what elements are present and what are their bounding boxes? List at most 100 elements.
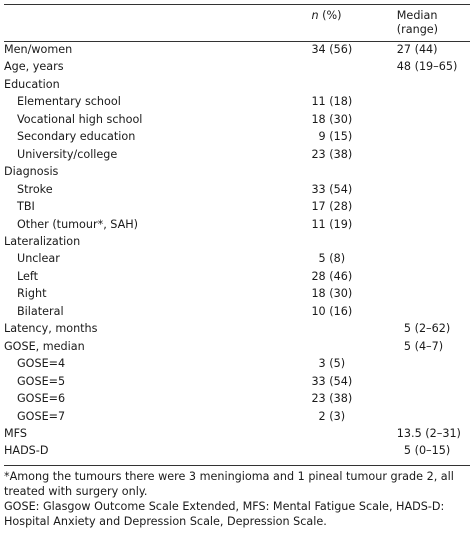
row-label: Stroke xyxy=(17,182,53,196)
table-row: MFS 13.5 (2–31) xyxy=(4,425,470,442)
row-n-percent: 23 (38) xyxy=(311,147,353,161)
row-n-percent: 28 (46) xyxy=(311,269,353,283)
row-n-percent xyxy=(308,76,393,93)
row-n-percent: 3 (5) xyxy=(311,357,346,371)
table-row: Other (tumour*, SAH) 11 (19) xyxy=(4,216,470,233)
row-label: Lateralization xyxy=(4,234,81,248)
table-row: GOSE, median 5 (4–7) xyxy=(4,338,470,355)
row-n-percent: 34 (56) xyxy=(311,43,353,56)
table-row: Education xyxy=(4,76,470,93)
top-rule xyxy=(4,4,470,5)
row-median-range xyxy=(394,268,470,285)
row-median-range xyxy=(394,390,470,407)
row-label: TBI xyxy=(17,200,35,214)
row-label: Education xyxy=(4,77,60,91)
row-n-percent xyxy=(308,338,393,355)
row-label: University/college xyxy=(17,147,118,161)
row-n-percent: 18 (30) xyxy=(311,287,353,301)
header-percent: (%) xyxy=(318,9,342,22)
table-row: Stroke 33 (54) xyxy=(4,181,470,198)
table-row: Right 18 (30) xyxy=(4,285,470,302)
row-median-range xyxy=(394,93,470,110)
row-median-range: 27 (44) xyxy=(396,43,438,56)
table-row: Left 28 (46) xyxy=(4,268,470,285)
table-row: Lateralization xyxy=(4,233,470,250)
row-n-percent xyxy=(308,425,393,442)
row-median-range: 13.5 (2–31) xyxy=(396,426,461,440)
header-median: Median xyxy=(396,9,438,22)
row-median-range xyxy=(394,373,470,390)
row-n-percent: 33 (54) xyxy=(311,374,353,388)
row-label: Diagnosis xyxy=(4,165,59,179)
row-label: HADS-D xyxy=(4,444,49,458)
row-label: Men/women xyxy=(4,43,73,56)
row-n-percent: 18 (30) xyxy=(311,112,353,126)
header-n-percent: n (%) xyxy=(308,4,393,41)
row-n-percent xyxy=(308,233,393,250)
row-label: Vocational high school xyxy=(17,112,143,126)
characteristics-table: n (%) Median (range) Men/women 34 (56) 27 (… xyxy=(4,4,470,460)
row-n-percent: 33 (54) xyxy=(311,182,353,196)
table-row: TBI 17 (28) xyxy=(4,198,470,215)
table-row: GOSE=5 33 (54) xyxy=(4,373,470,390)
row-median-range xyxy=(394,285,470,302)
row-n-percent: 11 (19) xyxy=(311,217,353,231)
row-median-range xyxy=(394,233,470,250)
row-median-range xyxy=(394,128,470,145)
table-header-row: n (%) Median (range) xyxy=(4,4,470,41)
row-label: Left xyxy=(17,269,39,283)
row-n-percent xyxy=(308,58,393,75)
table-footnotes: *Among the tumours there were 3 meningio… xyxy=(4,469,472,529)
footnote-tumours: *Among the tumours there were 3 meningio… xyxy=(4,470,454,498)
row-label: GOSE, median xyxy=(4,339,85,353)
row-n-percent xyxy=(308,320,393,337)
row-median-range xyxy=(394,163,470,180)
row-n-percent xyxy=(308,163,393,180)
header-n-italic: n xyxy=(311,9,319,22)
row-median-range: 5 (0–15) xyxy=(396,444,451,458)
row-median-range xyxy=(394,303,470,320)
table-row: HADS-D 5 (0–15) xyxy=(4,442,470,459)
row-median-range xyxy=(394,408,470,425)
row-n-percent: 9 (15) xyxy=(311,130,353,144)
row-label: Age, years xyxy=(4,60,64,74)
row-median-range: 48 (19–65) xyxy=(396,60,458,74)
row-label: GOSE=4 xyxy=(17,357,66,371)
table-row: GOSE=6 23 (38) xyxy=(4,390,470,407)
row-n-percent: 23 (38) xyxy=(311,392,353,406)
row-label: Secondary education xyxy=(17,130,136,144)
row-label: GOSE=7 xyxy=(17,409,66,423)
row-label: Bilateral xyxy=(17,304,64,318)
row-median-range: 5 (4–7) xyxy=(396,339,444,353)
row-label: Elementary school xyxy=(17,95,121,109)
table-row: Latency, months 5 (2–62) xyxy=(4,320,470,337)
footnote-abbreviations: GOSE: Glasgow Outcome Scale Extended, MF… xyxy=(4,500,445,528)
row-label: GOSE=6 xyxy=(17,392,66,406)
table-row: Diagnosis xyxy=(4,163,470,180)
row-label: Unclear xyxy=(17,252,60,266)
row-n-percent: 5 (8) xyxy=(311,252,346,266)
row-label: Other (tumour*, SAH) xyxy=(17,217,139,231)
row-median-range: 5 (2–62) xyxy=(396,322,451,336)
table-row: Bilateral 10 (16) xyxy=(4,303,470,320)
table-row: GOSE=7 2 (3) xyxy=(4,408,470,425)
table-row: University/college 23 (38) xyxy=(4,146,470,163)
row-median-range xyxy=(394,111,470,128)
table-row: Unclear 5 (8) xyxy=(4,250,470,267)
row-median-range xyxy=(394,76,470,93)
row-n-percent: 17 (28) xyxy=(311,200,353,214)
table-body: Men/women 34 (56) 27 (44) Age, years 48 (19–… xyxy=(4,41,470,460)
table-row: Age, years 48 (19–65) xyxy=(4,58,470,75)
header-range: (range) xyxy=(396,23,439,36)
header-label xyxy=(4,4,308,41)
row-label: Right xyxy=(17,287,47,301)
table-row: Vocational high school 18 (30) xyxy=(4,111,470,128)
row-n-percent xyxy=(308,442,393,459)
bottom-rule xyxy=(4,465,470,466)
row-median-range xyxy=(394,181,470,198)
table-row: GOSE=4 3 (5) xyxy=(4,355,470,372)
row-median-range xyxy=(394,216,470,233)
row-label: Latency, months xyxy=(4,322,98,336)
table-row: Secondary education 9 (15) xyxy=(4,128,470,145)
